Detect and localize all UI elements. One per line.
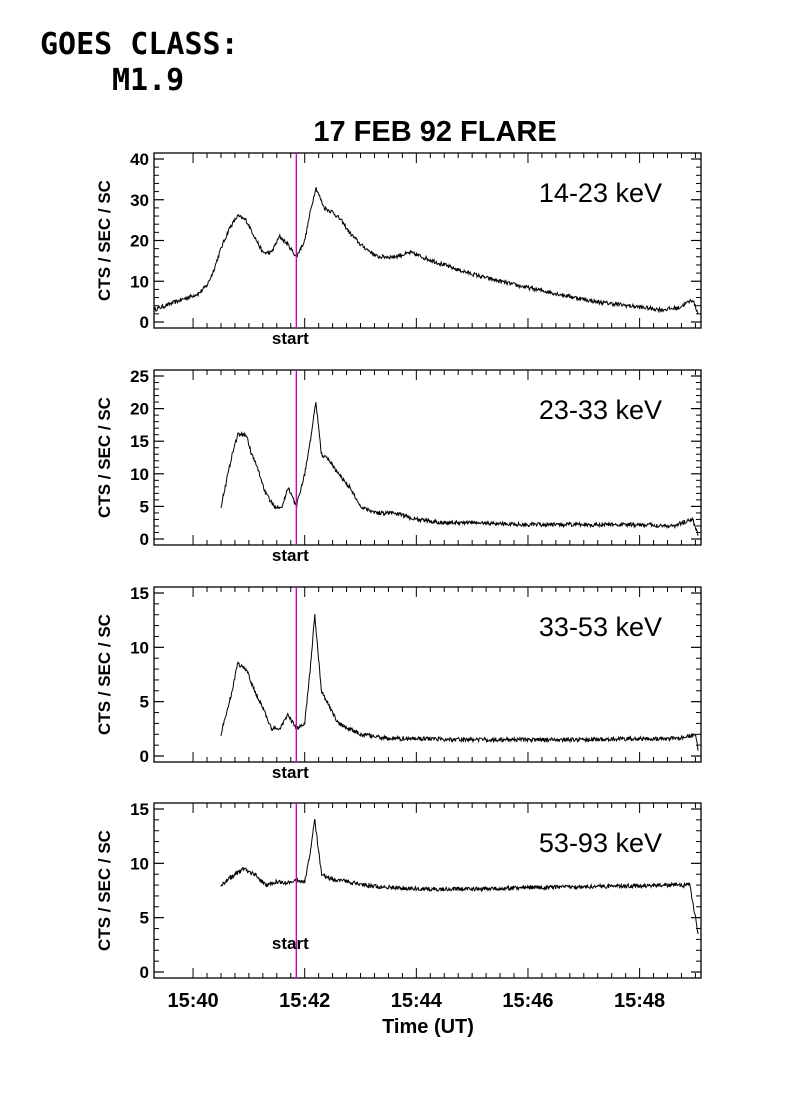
x-tick-label: 15:48 bbox=[614, 990, 665, 1012]
x-tick-label: 15:40 bbox=[167, 990, 218, 1012]
y-tick-label: 5 bbox=[140, 497, 149, 516]
channel-label: 53-93 keV bbox=[539, 828, 662, 858]
x-tick-label: 15:42 bbox=[279, 990, 330, 1012]
channel-label: 23-33 keV bbox=[539, 395, 662, 425]
plot-frame bbox=[153, 369, 702, 546]
channel-label: 14-23 keV bbox=[539, 178, 662, 208]
series-line bbox=[220, 614, 699, 751]
start-marker-label: start bbox=[272, 763, 309, 782]
series-line bbox=[220, 402, 699, 536]
x-tick-label: 15:46 bbox=[502, 990, 553, 1012]
y-tick-label: 5 bbox=[140, 909, 149, 928]
y-tick-label: 20 bbox=[130, 232, 149, 251]
goes-class-value: M1.9 bbox=[112, 63, 185, 98]
y-tick-label: 5 bbox=[140, 693, 149, 712]
series-line bbox=[220, 819, 699, 935]
channel-label: 33-53 keV bbox=[539, 612, 662, 642]
y-tick-label: 20 bbox=[130, 400, 149, 419]
y-tick-label: 0 bbox=[140, 747, 149, 766]
y-axis-label: CTS / SEC / SC bbox=[95, 397, 114, 518]
y-tick-label: 10 bbox=[130, 465, 149, 484]
y-tick-label: 0 bbox=[140, 963, 149, 982]
y-tick-label: 30 bbox=[130, 191, 149, 210]
x-axis-label: Time (UT) bbox=[382, 1016, 474, 1038]
y-tick-label: 10 bbox=[130, 272, 149, 291]
y-tick-label: 10 bbox=[130, 854, 149, 873]
y-tick-label: 0 bbox=[140, 313, 149, 332]
start-marker-label: start bbox=[272, 934, 309, 953]
x-tick-label: 15:44 bbox=[391, 990, 443, 1012]
chart-title: 17 FEB 92 FLARE bbox=[313, 116, 556, 148]
y-axis-label: CTS / SEC / SC bbox=[95, 614, 114, 735]
y-axis-label: CTS / SEC / SC bbox=[95, 180, 114, 301]
start-marker-label: start bbox=[272, 329, 309, 348]
y-tick-label: 25 bbox=[130, 367, 149, 386]
panel-2: 0 5 10 15 20 25 CTS / SEC / SC 23-33 keV start bbox=[95, 367, 702, 565]
y-tick-label: 40 bbox=[130, 150, 149, 169]
y-tick-label: 0 bbox=[140, 530, 149, 549]
chart-panels: 0 10 20 30 40 CTS / SEC / SC 14-23 keV start 0 5 1… bbox=[95, 150, 702, 1012]
series-line bbox=[153, 187, 699, 315]
plot-frame bbox=[153, 802, 702, 979]
panel-3: 0 5 10 15 CTS / SEC / SC 33-53 keV start bbox=[95, 584, 702, 782]
panel-4: 0 5 10 15 CTS / SEC / SC 53-93 keV start 15:40 1… bbox=[95, 800, 702, 1012]
y-tick-label: 10 bbox=[130, 638, 149, 657]
panel-1: 0 10 20 30 40 CTS / SEC / SC 14-23 keV start bbox=[95, 150, 702, 348]
start-marker-label: start bbox=[272, 546, 309, 565]
y-axis-label: CTS / SEC / SC bbox=[95, 830, 114, 951]
y-tick-label: 15 bbox=[130, 584, 149, 603]
goes-class-label: GOES CLASS: bbox=[40, 27, 239, 62]
y-tick-label: 15 bbox=[130, 432, 149, 451]
y-tick-label: 15 bbox=[130, 800, 149, 819]
plot-frame bbox=[153, 586, 702, 763]
